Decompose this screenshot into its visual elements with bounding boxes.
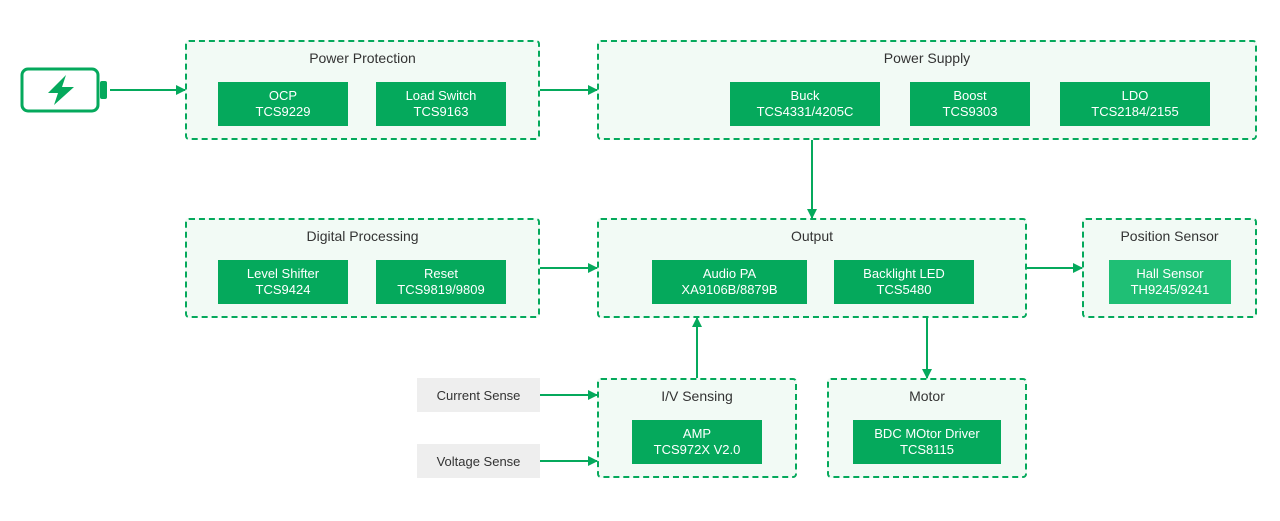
- group-title-power-supply: Power Supply: [599, 50, 1255, 66]
- chip-label: Hall Sensor: [1136, 266, 1203, 282]
- chip-audio-pa: Audio PA XA9106B/8879B: [652, 260, 807, 304]
- chip-boost: Boost TCS9303: [910, 82, 1030, 126]
- group-title-motor: Motor: [829, 388, 1025, 404]
- chip-label: Level Shifter: [247, 266, 319, 282]
- chip-sublabel: TCS9819/9809: [397, 282, 484, 298]
- group-title-power-protection: Power Protection: [187, 50, 538, 66]
- chip-label: LDO: [1122, 88, 1149, 104]
- chip-sublabel: XA9106B/8879B: [681, 282, 777, 298]
- chip-label: Reset: [424, 266, 458, 282]
- chip-backlight-led: Backlight LED TCS5480: [834, 260, 974, 304]
- battery-icon: [20, 67, 110, 113]
- chip-sublabel: TCS5480: [877, 282, 932, 298]
- chip-amp: AMP TCS972X V2.0: [632, 420, 762, 464]
- chip-sublabel: TCS4331/4205C: [757, 104, 854, 120]
- chip-level-shifter: Level Shifter TCS9424: [218, 260, 348, 304]
- group-title-output: Output: [599, 228, 1025, 244]
- chip-label: Audio PA: [703, 266, 756, 282]
- chip-sublabel: TCS972X V2.0: [654, 442, 741, 458]
- chip-buck: Buck TCS4331/4205C: [730, 82, 880, 126]
- chip-reset: Reset TCS9819/9809: [376, 260, 506, 304]
- chip-bdc-motor-driver: BDC MOtor Driver TCS8115: [853, 420, 1001, 464]
- chip-ldo: LDO TCS2184/2155: [1060, 82, 1210, 126]
- chip-label: BDC MOtor Driver: [874, 426, 979, 442]
- chip-label: Load Switch: [406, 88, 477, 104]
- group-title-iv-sensing: I/V Sensing: [599, 388, 795, 404]
- chip-load-switch: Load Switch TCS9163: [376, 82, 506, 126]
- box-current-sense: Current Sense: [417, 378, 540, 412]
- chip-label: Backlight LED: [863, 266, 945, 282]
- chip-hall-sensor: Hall Sensor TH9245/9241: [1109, 260, 1231, 304]
- chip-sublabel: TCS9424: [256, 282, 311, 298]
- chip-sublabel: TCS8115: [900, 442, 954, 458]
- chip-label: Boost: [953, 88, 986, 104]
- chip-ocp: OCP TCS9229: [218, 82, 348, 126]
- chip-label: Buck: [791, 88, 820, 104]
- chip-sublabel: TCS9163: [414, 104, 469, 120]
- chip-sublabel: TCS9229: [256, 104, 311, 120]
- diagram-canvas: Power Protection OCP TCS9229 Load Switch…: [0, 0, 1280, 521]
- chip-sublabel: TCS2184/2155: [1091, 104, 1178, 120]
- chip-sublabel: TCS9303: [943, 104, 998, 120]
- box-voltage-sense: Voltage Sense: [417, 444, 540, 478]
- chip-label: AMP: [683, 426, 711, 442]
- chip-sublabel: TH9245/9241: [1131, 282, 1210, 298]
- group-title-digital-processing: Digital Processing: [187, 228, 538, 244]
- group-title-position-sensor: Position Sensor: [1084, 228, 1255, 244]
- chip-label: OCP: [269, 88, 297, 104]
